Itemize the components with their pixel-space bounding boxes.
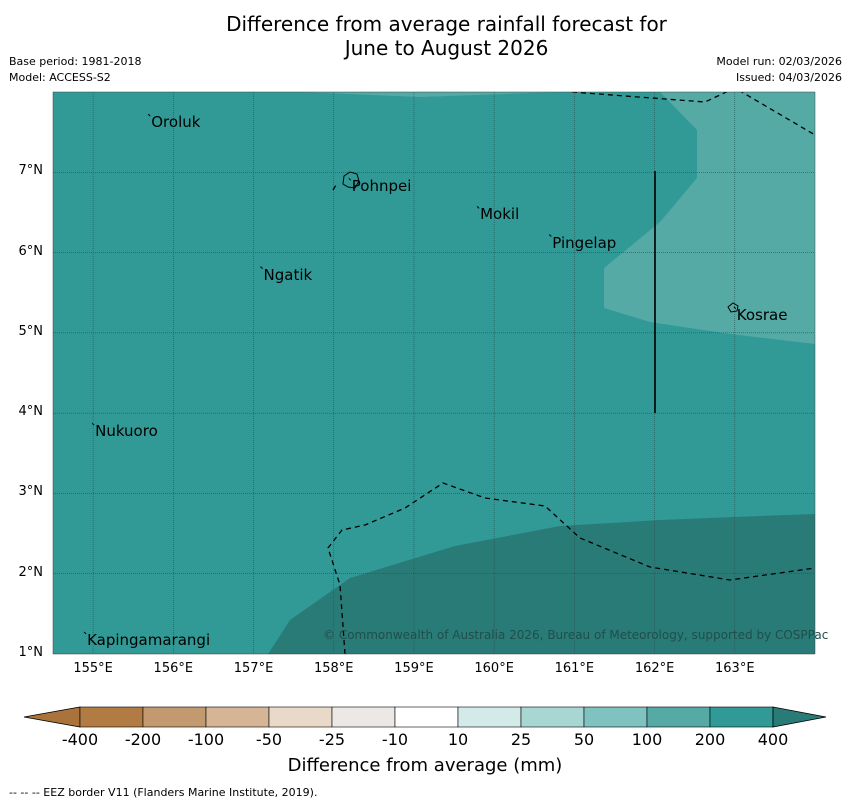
title-line-1: Difference from average rainfall forecas…: [226, 12, 667, 36]
meta-right: Model run: 02/03/2026 Issued: 04/03/2026: [716, 54, 842, 86]
x-tick-label: 162°E: [634, 661, 675, 676]
island-marks: [83, 113, 737, 635]
colorbar-segment: [331, 706, 396, 728]
copyright-notice: © Commonwealth of Australia 2026, Bureau…: [323, 628, 829, 642]
x-tick-label: 155°E: [73, 661, 113, 676]
x-tick-label: 161°E: [554, 661, 595, 676]
issued-date: Issued: 04/03/2026: [735, 71, 842, 84]
island-mark: [476, 206, 480, 209]
colorbar-tick-label: 400: [757, 730, 789, 749]
colorbar-segment: [583, 706, 648, 728]
y-tick-label: 3°N: [18, 484, 44, 500]
island-mark: [147, 113, 151, 117]
colorbar-segment: [520, 706, 585, 728]
x-tick-label: 163°E: [715, 661, 755, 676]
colorbar-tick-label: 25: [510, 730, 532, 749]
colorbar-segment: [709, 706, 774, 728]
colorbar-segment: [79, 706, 144, 728]
island-label-oroluk: Oroluk: [151, 113, 201, 132]
colorbar-tick-label: 100: [631, 730, 663, 749]
colorbar-tick-label: -10: [381, 730, 409, 749]
island-label-kapingamarangi: Kapingamarangi: [87, 630, 211, 649]
x-tick-label: 156°E: [153, 661, 194, 676]
eez-footnote: -- -- -- EEZ border V11 (Flanders Marine…: [9, 786, 318, 799]
colorbar-segment: [268, 706, 333, 728]
base-period: Base period: 1981-2018: [9, 55, 142, 68]
island-label-pingelap: Pingelap: [552, 233, 617, 252]
colorbar-tick-label: 50: [573, 730, 595, 749]
eez-border-pohnpei-fragment: [332, 184, 337, 191]
island-label-pohnpei: Pohnpei: [351, 177, 412, 196]
y-tick-label: 1°N: [18, 645, 44, 660]
colorbar-tick-label: -100: [187, 730, 225, 749]
colorbar-tick-label: -400: [61, 730, 99, 749]
island-label-mokil: Mokil: [480, 205, 520, 224]
colorbar-tick-label: -25: [318, 730, 346, 749]
meta-left: Base period: 1981-2018 Model: ACCESS-S2: [9, 54, 141, 86]
map-frame: [52, 91, 816, 655]
x-tick-label: 158°E: [313, 661, 354, 676]
y-tick-label: 5°N: [18, 323, 44, 339]
pohnpei-coastline: [342, 171, 360, 189]
island-mark: [548, 234, 552, 237]
map-area: [53, 92, 815, 654]
map-gridlines: [53, 92, 815, 654]
colorbar-segment: [205, 706, 270, 728]
colorbar-segment: [142, 706, 207, 728]
title-line-2: June to August 2026: [344, 36, 549, 60]
y-tick-label: 6°N: [18, 243, 44, 259]
chart-title: Difference from average rainfall forecas…: [0, 12, 850, 60]
colorbar: [23, 706, 827, 728]
island-mark: [91, 422, 95, 426]
island-mark: [348, 177, 352, 181]
island-label-ngatik: Ngatik: [263, 265, 313, 284]
colorbar-tick-label: 10: [447, 730, 469, 749]
colorbar-segment: [457, 706, 522, 728]
island-mark: [83, 631, 87, 635]
colorbar-segment: [394, 706, 459, 728]
colorbar-segment: [646, 706, 711, 728]
island-label-kosrae: Kosrae: [736, 305, 788, 324]
x-tick-label: 160°E: [474, 661, 514, 676]
colorbar-extend-high: [772, 706, 827, 728]
eez-border-south: [327, 482, 815, 654]
colorbar-title: Difference from average (mm): [287, 755, 563, 776]
model-name: Model: ACCESS-S2: [9, 71, 111, 84]
rainfall-band-over-400: [268, 514, 815, 654]
island-mark: [733, 306, 737, 310]
x-tick-label: 157°E: [233, 661, 274, 676]
y-tick-label: 2°N: [18, 564, 44, 580]
colorbar-extend-low: [23, 706, 81, 728]
colorbar-tick-label: -50: [255, 730, 283, 749]
island-mark: [260, 266, 263, 269]
rainfall-band-100-200: [300, 92, 815, 344]
colorbar-tick-label: -200: [124, 730, 162, 749]
eez-border-lines: [327, 92, 815, 654]
island-label-nukuoro: Nukuoro: [95, 422, 158, 441]
kosrae-coastline: [727, 302, 739, 313]
x-tick-label: 159°E: [394, 661, 434, 676]
y-tick-label: 4°N: [18, 404, 44, 420]
colorbar-tick-label: 200: [694, 730, 726, 749]
y-tick-label: 7°N: [18, 163, 44, 179]
model-run: Model run: 02/03/2026: [716, 55, 842, 68]
eez-border-north: [571, 92, 815, 136]
